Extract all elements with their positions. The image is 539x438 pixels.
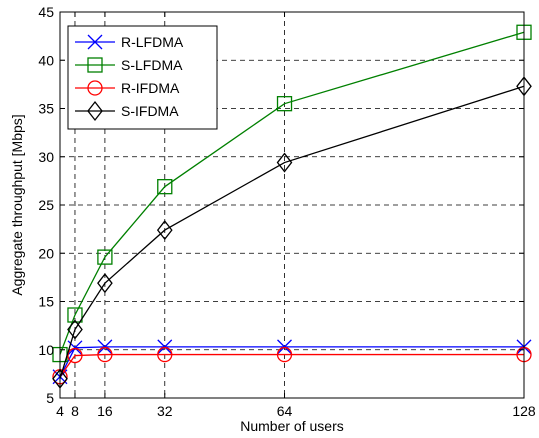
y-tick-label: 40 <box>38 52 54 68</box>
data-point-square <box>157 179 173 195</box>
series-line <box>59 346 524 378</box>
axis-ticks: 4 8 16 32 64 128 5 10 15 20 25 30 35 40 45 <box>38 4 535 419</box>
series-s-ifdma <box>52 76 532 389</box>
x-tick-label: 64 <box>277 403 293 419</box>
data-point-square <box>97 249 113 265</box>
y-tick-label: 5 <box>46 390 54 406</box>
x-tick-label: 4 <box>56 403 64 419</box>
data-point-circle <box>276 346 293 363</box>
data-point-x <box>277 339 292 355</box>
y-tick-label: 45 <box>38 4 54 20</box>
legend-box <box>67 25 218 130</box>
data-point-diamond <box>97 273 113 294</box>
legend-marker <box>87 80 103 96</box>
series-r-lfdma <box>52 339 532 385</box>
legend-label: S-IFDMA <box>121 103 179 119</box>
data-point-circle <box>157 346 173 363</box>
x-tick-label: 16 <box>97 403 113 419</box>
legend-entry: R-IFDMA <box>75 80 180 96</box>
data-point-x <box>157 339 173 355</box>
data-point-circle <box>97 346 113 363</box>
series-line <box>59 85 525 379</box>
data-point-diamond <box>276 152 293 173</box>
y-tick-label: 10 <box>38 342 54 358</box>
x-tick-label: 32 <box>157 403 173 419</box>
y-tick-label: 15 <box>38 294 54 310</box>
legend-marker <box>87 100 103 122</box>
y-tick-label: 35 <box>38 101 54 117</box>
y-axis-label: Aggregate throughput [Mbps] <box>9 114 25 295</box>
y-tick-label: 30 <box>38 149 54 165</box>
x-tick-label: 128 <box>512 403 536 419</box>
data-point-diamond <box>67 319 83 340</box>
legend-marker <box>87 34 103 50</box>
data-point-square <box>67 307 83 323</box>
y-tick-label: 25 <box>38 197 54 213</box>
data-point-circle <box>67 347 83 364</box>
data-point-square <box>276 96 293 112</box>
legend-label: R-IFDMA <box>121 80 180 96</box>
legend-entry: S-LFDMA <box>75 57 183 73</box>
legend-entry: R-LFDMA <box>75 34 184 50</box>
legend-label: R-LFDMA <box>121 34 184 50</box>
legend-marker <box>87 57 103 73</box>
legend-entry: S-IFDMA <box>75 100 179 122</box>
data-point-diamond <box>156 220 173 241</box>
series-line <box>59 353 524 378</box>
x-axis-label: Number of users <box>240 418 343 434</box>
legend-label: S-LFDMA <box>121 57 183 73</box>
data-point-x <box>97 339 113 355</box>
y-tick-label: 20 <box>38 245 54 261</box>
series-lines <box>52 24 532 389</box>
x-tick-label: 8 <box>71 403 79 419</box>
legend: R-LFDMA S-LFDMA R-IFDMA S-IFDMA <box>67 25 218 130</box>
